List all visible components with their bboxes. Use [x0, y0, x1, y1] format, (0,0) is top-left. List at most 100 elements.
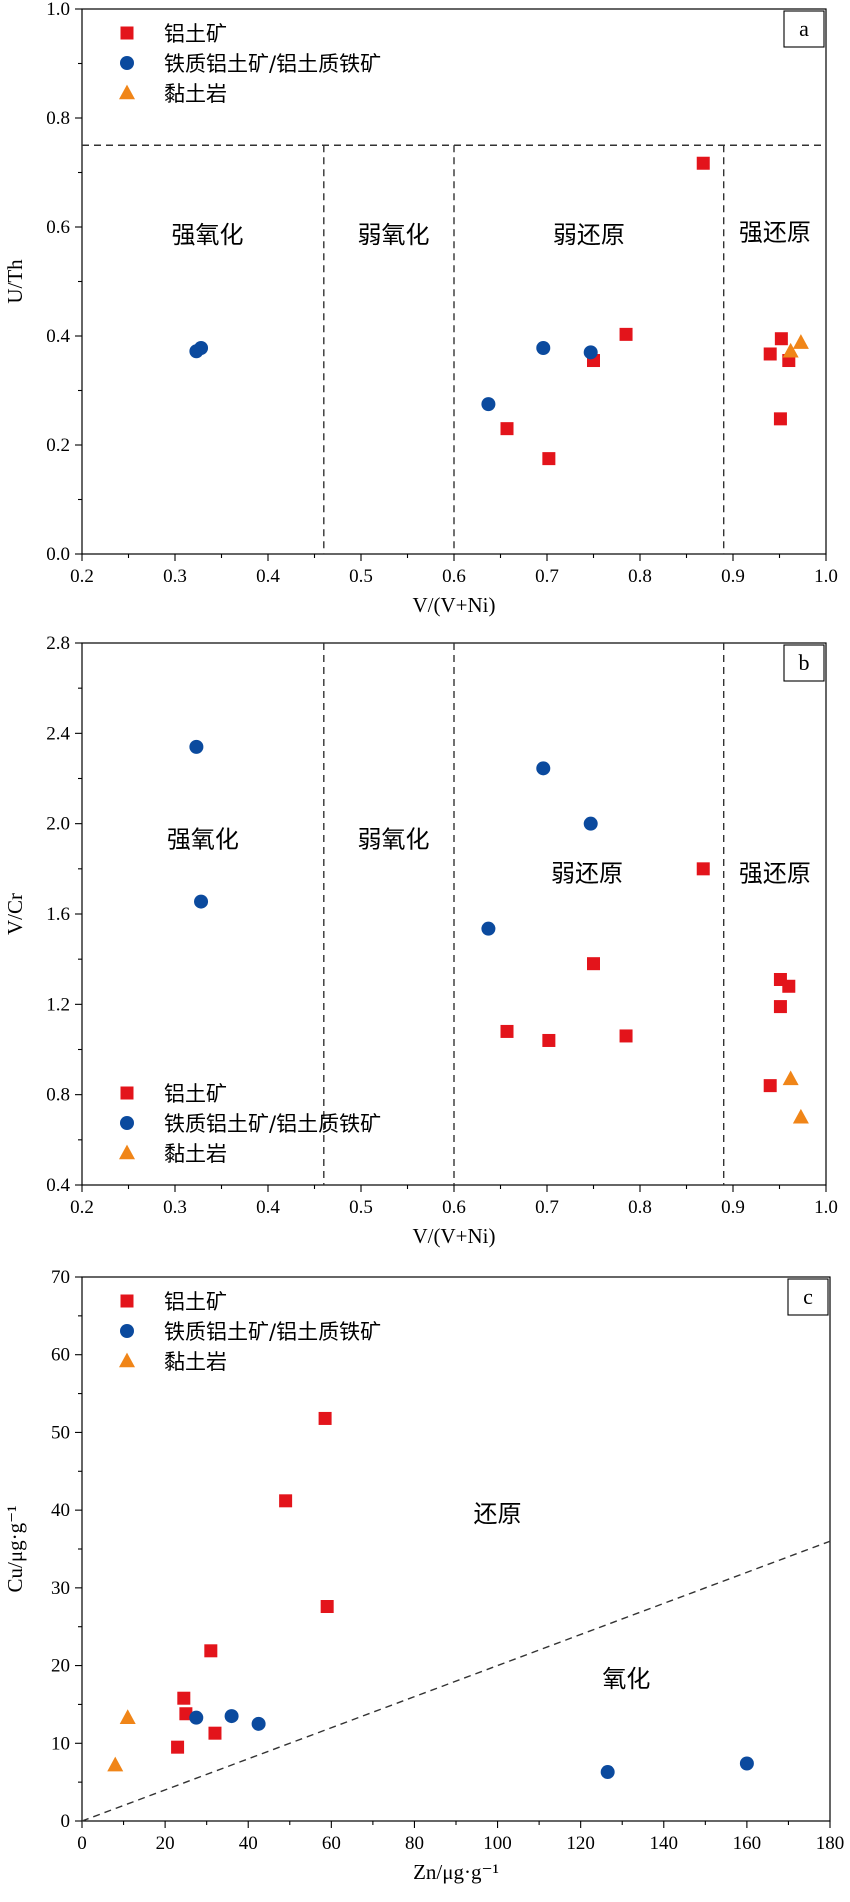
- data-point: [619, 1029, 633, 1043]
- series-claystone: [107, 1709, 136, 1772]
- x-tick-label: 0.8: [628, 1197, 652, 1218]
- x-tick-label: 0.9: [721, 1197, 745, 1218]
- data-point: [500, 1024, 514, 1038]
- legend-marker: [120, 1324, 134, 1338]
- y-tick-label: 50: [51, 1422, 70, 1443]
- x-tick-label: 0.5: [349, 566, 373, 587]
- data-point: [107, 1756, 124, 1772]
- y-tick-label: 0.8: [46, 1085, 70, 1106]
- data-point: [481, 397, 496, 412]
- data-point: [536, 761, 551, 776]
- data-point: [318, 1411, 332, 1425]
- data-point: [773, 412, 787, 426]
- y-tick-label: 1.0: [46, 0, 70, 20]
- x-tick-label: 120: [566, 1833, 595, 1854]
- data-point: [251, 1716, 266, 1731]
- series-claystone: [782, 334, 809, 358]
- legend-marker: [120, 1086, 134, 1100]
- data-point: [177, 1691, 191, 1705]
- x-tick-label: 0.9: [721, 566, 745, 587]
- y-tick-label: 10: [51, 1733, 70, 1754]
- panel-b: 0.2 0.3 0.4 0.5 0.6 0.7 0.8 0.9 1.0 0.4 0.8 1.2 1.6 2…: [3, 633, 838, 1248]
- y-tick-label: 0.0: [46, 544, 70, 565]
- x-tick-label: 0: [77, 1833, 87, 1854]
- data-point: [194, 894, 209, 909]
- y-axis-title: V/Cr: [3, 893, 27, 935]
- data-point: [773, 1000, 787, 1014]
- y-tick-label: 2.8: [46, 633, 70, 654]
- y-tick-label: 70: [51, 1267, 70, 1288]
- data-point: [774, 332, 788, 346]
- y-tick-label: 60: [51, 1345, 70, 1366]
- data-point: [481, 921, 496, 936]
- x-tick-label: 0.7: [535, 1197, 559, 1218]
- series-ferruginous: [189, 1709, 754, 1780]
- data-point: [763, 347, 777, 361]
- series-ferruginous: [189, 340, 598, 412]
- legend-label: 黏土岩: [164, 1142, 227, 1166]
- x-tick-label: 0.5: [349, 1197, 373, 1218]
- data-point: [224, 1709, 239, 1724]
- panel-letter-box: [787, 1278, 829, 1316]
- legend-label: 铝土矿: [164, 1082, 227, 1106]
- legend-label: 铁质铝土矿/铝土质铁矿: [164, 1320, 381, 1344]
- x-tick-label: 0.6: [442, 566, 466, 587]
- x-tick-label: 180: [816, 1833, 845, 1854]
- legend-label: 铁质铝土矿/铝土质铁矿: [164, 52, 381, 76]
- x-tick-label: 0.8: [628, 566, 652, 587]
- region-label: 弱还原: [551, 859, 623, 887]
- x-tick-label: 20: [156, 1833, 175, 1854]
- x-tick-label: 0.2: [70, 1197, 94, 1218]
- region-label: 氧化: [602, 1665, 650, 1693]
- panel-a: 0.2 0.3 0.4 0.5 0.6 0.7 0.8 0.9 1.00.00.20.40.60…: [3, 0, 838, 617]
- legend-label: 铁质铝土矿/铝土质铁矿: [164, 1112, 381, 1136]
- y-tick-label: 0.4: [46, 1175, 70, 1196]
- data-point: [171, 1740, 185, 1754]
- data-point: [500, 422, 514, 436]
- data-point: [194, 340, 209, 355]
- data-point: [179, 1707, 193, 1721]
- x-tick-label: 0.3: [163, 566, 187, 587]
- data-point: [279, 1494, 293, 1508]
- data-point: [542, 452, 556, 466]
- legend-label: 铝土矿: [164, 22, 227, 46]
- x-tick-label: 0.4: [256, 1197, 280, 1218]
- data-point: [600, 1765, 615, 1780]
- series-bauxite: [171, 1411, 334, 1754]
- region-label: 强还原: [739, 218, 811, 246]
- legend-marker: [120, 1294, 134, 1308]
- data-point: [189, 1710, 204, 1725]
- x-tick-label: 160: [733, 1833, 762, 1854]
- x-tick-label: 0.7: [535, 566, 559, 587]
- series-claystone: [782, 1070, 809, 1124]
- legend-label: 铝土矿: [164, 1290, 227, 1314]
- legend-marker: [119, 84, 135, 100]
- region-label: 还原: [474, 1500, 522, 1528]
- legend-marker: [120, 1116, 134, 1130]
- x-tick-label: 40: [239, 1833, 258, 1854]
- data-point: [583, 345, 598, 360]
- y-tick-label: 1.6: [46, 904, 70, 925]
- region-label: 强氧化: [167, 825, 239, 853]
- x-axis-title: V/(V+Ni): [413, 593, 496, 617]
- y-tick-label: 0.4: [46, 326, 70, 347]
- y-tick-label: 0: [61, 1811, 71, 1832]
- y-tick-label: 0.8: [46, 108, 70, 129]
- data-point: [320, 1600, 334, 1614]
- data-point: [782, 342, 799, 358]
- y-tick-label: 30: [51, 1578, 70, 1599]
- legend-marker: [119, 1144, 135, 1160]
- x-tick-label: 60: [322, 1833, 341, 1854]
- data-point: [739, 1756, 754, 1771]
- panel-letter-box: [783, 644, 825, 682]
- legend-label: 黏土岩: [164, 82, 227, 106]
- panel-letter: a: [799, 16, 809, 41]
- data-point: [583, 816, 598, 831]
- y-axis-title: Cu/μg·g⁻¹: [3, 1506, 27, 1593]
- y-tick-label: 2.0: [46, 814, 70, 835]
- x-tick-label: 100: [483, 1833, 512, 1854]
